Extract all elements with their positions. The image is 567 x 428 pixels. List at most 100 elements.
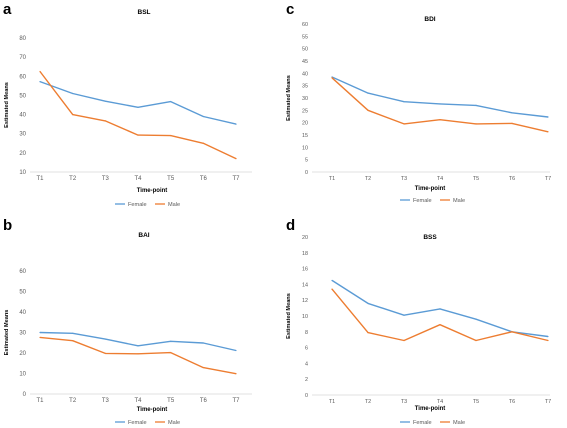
series-line-male: [39, 71, 237, 160]
x-tick-label: T1: [36, 398, 44, 404]
y-tick-label: 55: [302, 34, 308, 40]
x-tick-label: T2: [365, 399, 371, 405]
x-tick-label: T6: [200, 176, 208, 182]
x-tick-label: T1: [36, 176, 44, 182]
y-tick-label: 60: [19, 74, 26, 80]
data-point-female: [235, 123, 237, 125]
data-point-male: [137, 353, 139, 355]
x-tick-label: T7: [545, 399, 551, 405]
series-line-male: [331, 288, 549, 342]
data-point-male: [331, 77, 333, 79]
x-tick-label: T3: [401, 399, 407, 405]
legend-label: Male: [453, 198, 465, 204]
data-point-female: [547, 116, 549, 118]
x-tick-label: T6: [200, 398, 208, 404]
y-tick-label: 50: [302, 47, 308, 53]
x-axis-label: Time-point: [415, 406, 446, 412]
series-line-male: [331, 77, 549, 133]
data-point-female: [104, 338, 106, 340]
data-point-male: [137, 134, 139, 136]
x-tick-label: T7: [232, 398, 240, 404]
x-tick-label: T5: [473, 399, 479, 405]
y-tick-label: 50: [19, 93, 26, 99]
data-point-female: [39, 81, 41, 83]
y-tick-label: 30: [19, 132, 26, 138]
y-tick-label: 20: [19, 351, 26, 357]
data-point-male: [367, 331, 369, 334]
series-line-male: [39, 336, 237, 375]
chart-panel-a: a BSL 10 20 30 40 50 60 70 80 T1 T2 T3 T4 T5 T6 T7 Estima…: [3, 1, 252, 208]
chart-title: BAI: [138, 232, 149, 239]
x-tick-label: T7: [545, 176, 551, 182]
y-tick-label: 30: [19, 331, 26, 337]
data-point-male: [511, 122, 513, 125]
data-point-female: [202, 342, 204, 344]
data-point-male: [72, 340, 74, 342]
chart-title: BDI: [424, 16, 435, 23]
y-tick-label: 0: [305, 170, 308, 176]
chart-title: BSS: [423, 234, 437, 241]
chart-title: BSL: [138, 9, 151, 16]
data-point-female: [72, 332, 74, 334]
data-point-female: [403, 314, 405, 316]
y-tick-label: 80: [19, 36, 26, 42]
y-tick-label: 15: [302, 133, 308, 139]
x-tick-label: T1: [329, 399, 335, 405]
y-tick-label: 25: [302, 108, 308, 114]
data-point-male: [202, 142, 204, 144]
series-line-female: [39, 331, 237, 352]
data-point-male: [235, 158, 237, 160]
x-tick-label: T4: [134, 398, 142, 404]
x-tick-label: T6: [509, 399, 515, 405]
chart-panel-d: d BSS 0 2 4 6 8 10 12 14 16 18 20 T1 T2 T3 T4 T5 T6 T7 Estim…: [286, 217, 551, 426]
data-point-female: [475, 318, 477, 320]
legend-label: Female: [413, 198, 432, 204]
chart-panel-c: c BDI 0 5 10 15 20 25 30 35 40 45 50 55 60 T1 T2 T3 T4 T5 T6…: [286, 1, 551, 204]
data-point-female: [511, 112, 513, 114]
x-tick-label: T7: [232, 176, 240, 182]
y-axis-label: Estimated Means: [4, 310, 10, 356]
y-tick-label: 4: [305, 361, 308, 367]
data-point-female: [403, 101, 405, 103]
x-tick-label: T5: [473, 176, 479, 182]
y-tick-label: 18: [302, 251, 308, 257]
data-point-female: [202, 115, 204, 118]
y-tick-label: 2: [305, 377, 308, 383]
x-tick-label: T3: [102, 398, 110, 404]
y-tick-label: 40: [302, 71, 308, 77]
y-tick-label: 0: [305, 393, 308, 399]
chart-panel-b: b BAI 0 10 20 30 40 50 60 T1 T2 T3 T4 T5 T6 T7 Estimated…: [3, 217, 252, 426]
data-point-female: [547, 335, 549, 338]
legend-label: Male: [168, 202, 180, 208]
y-tick-label: 60: [19, 269, 26, 275]
panel-letter: c: [286, 1, 294, 18]
panel-letter: b: [3, 217, 12, 234]
y-tick-label: 40: [19, 113, 26, 119]
x-axis-label: Time-point: [415, 186, 446, 192]
x-tick-label: T4: [437, 399, 443, 405]
data-point-male: [170, 135, 172, 137]
y-tick-label: 20: [19, 151, 26, 157]
x-tick-label: T6: [509, 176, 515, 182]
x-tick-label: T2: [69, 398, 77, 404]
data-point-male: [170, 351, 172, 354]
data-point-female: [235, 349, 237, 352]
legend-label: Male: [168, 420, 180, 426]
y-tick-label: 30: [302, 96, 308, 102]
y-axis-label: Estimated Means: [4, 82, 10, 128]
panel-letter: a: [3, 1, 12, 18]
y-tick-label: 20: [302, 121, 308, 127]
y-tick-label: 40: [19, 310, 26, 316]
y-tick-label: 8: [305, 330, 308, 336]
x-tick-label: T5: [167, 398, 175, 404]
data-point-male: [331, 288, 333, 290]
x-tick-label: T4: [134, 176, 142, 182]
y-tick-label: 12: [302, 298, 308, 304]
data-point-female: [39, 331, 41, 334]
data-point-female: [170, 340, 172, 342]
data-point-male: [547, 339, 549, 342]
y-tick-label: 45: [302, 59, 308, 65]
x-tick-label: T3: [401, 176, 407, 182]
x-tick-label: T5: [167, 176, 175, 182]
